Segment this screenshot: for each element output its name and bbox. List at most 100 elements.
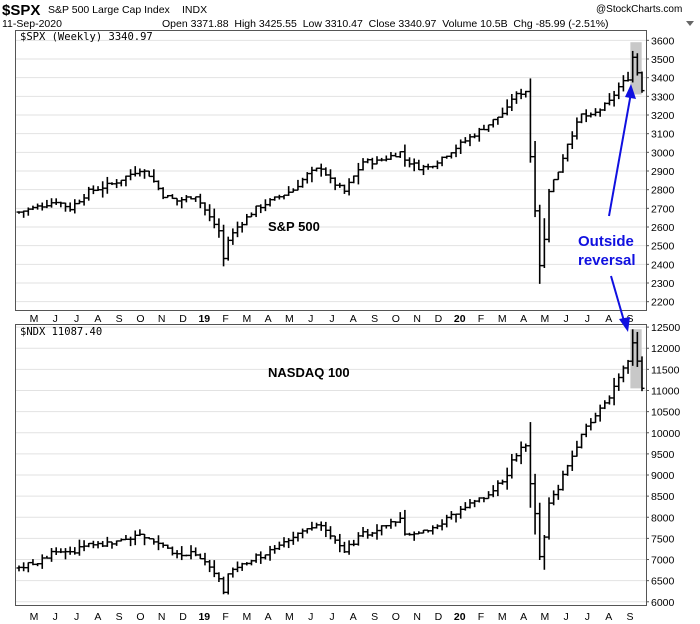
ndx-ohlc-bar — [341, 541, 347, 553]
ndx-ohlc-bar — [360, 526, 366, 538]
spx-ohlc-bar — [369, 157, 375, 170]
ndx-ohlc-bar — [253, 553, 259, 563]
spx-ohlc-bar — [434, 160, 440, 170]
ndx-ohlc-bar — [383, 524, 389, 529]
spx-ohlc-bar — [128, 169, 134, 181]
ndx-ohlc-bar — [448, 511, 454, 520]
ndx-x-tick-label: A — [520, 611, 527, 623]
annotation-line-1: Outside — [578, 233, 634, 250]
ndx-ohlc-bar — [104, 536, 110, 547]
spx-ohlc-bar — [104, 176, 110, 194]
spx-ohlc-bar — [86, 186, 92, 201]
spx-ohlc-bar — [62, 202, 68, 212]
spx-y-tick-label: 2900 — [651, 166, 675, 178]
spx-y-tick-label: 2200 — [651, 297, 675, 309]
ndx-x-tick-label: 20 — [454, 611, 466, 623]
ndx-ohlc-bar — [230, 567, 236, 578]
spx-x-tick-label: D — [435, 313, 443, 325]
ndx-y-tick-label: 12000 — [651, 343, 680, 355]
ndx-ohlc-bar — [248, 559, 254, 566]
ndx-ohlc-bar — [616, 373, 622, 391]
ndx-ohlc-bar — [239, 562, 245, 571]
ndx-ohlc-bar — [53, 547, 59, 555]
spx-ohlc-bar — [100, 181, 106, 198]
ndx-ohlc-bar — [611, 377, 617, 406]
ndx-ohlc-bar — [188, 545, 194, 560]
ndx-ohlc-bar — [560, 470, 566, 491]
spx-ohlc-bar — [495, 116, 501, 125]
spx-ohlc-bar — [165, 194, 171, 199]
ndx-ohlc-bar — [100, 541, 106, 548]
spx-ohlc-bar — [21, 210, 27, 218]
spx-ohlc-bar — [523, 90, 529, 98]
spx-y-tick-label: 3000 — [651, 147, 675, 159]
spx-x-tick-label: J — [74, 313, 79, 325]
ndx-x-tick-label: J — [329, 611, 334, 623]
ndx-ohlc-bar — [151, 538, 157, 545]
ohlc-summary: Open 3371.88 High 3425.55 Low 3310.47 Cl… — [162, 18, 609, 30]
ndx-x-tick-label: J — [74, 611, 79, 623]
chart-date: 11-Sep-2020 — [2, 18, 62, 30]
spx-x-tick-label: M — [30, 313, 39, 325]
ndx-ohlc-bar — [425, 529, 431, 533]
spx-ohlc-bar — [579, 113, 585, 124]
spx-ohlc-bar — [95, 186, 101, 192]
spx-y-tick-label: 2700 — [651, 203, 675, 215]
ndx-x-tick-label: S — [116, 611, 123, 623]
spx-ohlc-bar — [351, 175, 357, 184]
ndx-ohlc-bar — [76, 539, 82, 556]
spx-legend: $SPX (Weekly) 3340.97 — [20, 31, 153, 43]
ndx-ohlc-bar — [183, 554, 189, 557]
ndx-ohlc-bar — [221, 576, 227, 595]
ndx-ohlc-bar — [388, 518, 394, 529]
ndx-ohlc-bar — [490, 485, 496, 498]
annotation-arrow-up — [608, 92, 632, 217]
spx-ohlc-bar — [341, 184, 347, 194]
spx-ohlc-bar — [188, 196, 194, 200]
spx-ohlc-bar — [142, 169, 148, 179]
ndx-x-tick-label: M — [498, 611, 507, 623]
spx-ohlc-bar — [211, 208, 217, 229]
ndx-x-tick-label: A — [350, 611, 357, 623]
ndx-ohlc-bar — [114, 540, 120, 546]
spx-ohlc-bar — [527, 78, 533, 163]
ndx-ohlc-bar — [174, 550, 180, 559]
spx-ohlc-bar — [295, 179, 301, 191]
ndx-ohlc-bar — [434, 524, 440, 530]
spx-ohlc-bar — [430, 165, 436, 169]
spx-ohlc-bar — [90, 185, 96, 195]
spx-ohlc-bar — [314, 167, 320, 172]
spx-ohlc-bar — [500, 107, 506, 118]
ndx-x-tick-label: J — [53, 611, 58, 623]
spx-ohlc-bar — [230, 228, 236, 245]
ndx-y-tick-label: 7500 — [651, 533, 675, 545]
spx-ohlc-bar — [490, 118, 496, 128]
spx-x-tick-label: S — [371, 313, 378, 325]
ndx-y-tick-label: 9500 — [651, 449, 675, 461]
spx-ohlc-bar — [355, 162, 361, 185]
dropdown-arrow-icon[interactable] — [686, 21, 694, 26]
spx-x-tick-label: M — [285, 313, 294, 325]
ndx-ohlc-bar — [58, 548, 64, 554]
spx-ohlc-bar — [272, 196, 278, 201]
spx-y-tick-label: 2800 — [651, 185, 675, 197]
ndx-ohlc-bar — [513, 453, 519, 462]
ndx-ohlc-bar — [527, 422, 533, 508]
spx-y-tick-label: 2600 — [651, 222, 675, 234]
spx-ohlc-bar — [509, 94, 515, 112]
spx-panel-label: S&P 500 — [268, 219, 320, 234]
spx-ohlc-bar — [155, 180, 161, 191]
spx-y-tick-label: 2500 — [651, 241, 675, 253]
spx-ohlc-bar — [574, 117, 580, 140]
ndx-ohlc-bar — [267, 545, 273, 561]
spx-y-tick-label: 3100 — [651, 129, 675, 141]
spx-ohlc-bar — [323, 167, 329, 176]
ndx-ohlc-bar — [123, 534, 129, 541]
ndx-y-tick-label: 9000 — [651, 470, 675, 482]
ndx-ohlc-bar — [639, 356, 645, 392]
ndx-ohlc-bar — [328, 526, 333, 540]
ndx-ohlc-bar — [132, 530, 138, 546]
spx-reversal-highlight — [630, 42, 642, 95]
ndx-ohlc-bar — [16, 565, 22, 572]
spx-ohlc-bar — [309, 166, 315, 183]
